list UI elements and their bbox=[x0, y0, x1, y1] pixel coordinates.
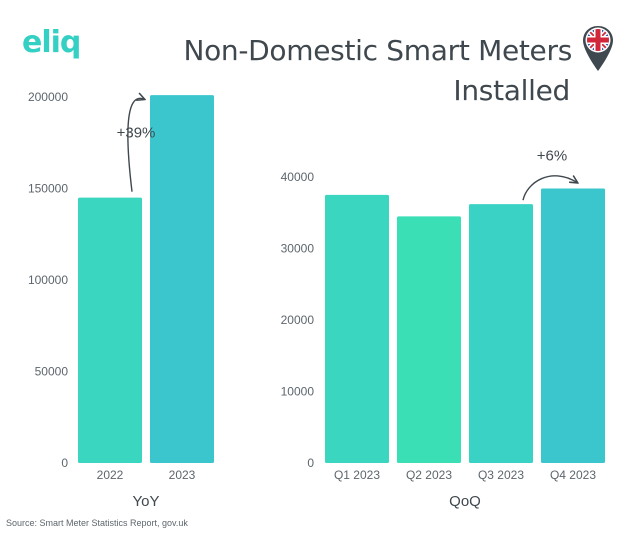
qoq-chart: 0 10000 20000 30000 40000 Q1 2023 Q2 2023 Q3 20… bbox=[281, 147, 605, 510]
qoq-bar-q2-2023 bbox=[397, 216, 461, 463]
qoq-y-tick-label: 20000 bbox=[281, 313, 315, 327]
qoq-growth-label: +6% bbox=[537, 147, 567, 164]
qoq-x-tick-label: Q4 2023 bbox=[550, 468, 596, 482]
qoq-x-tick-label: Q2 2023 bbox=[406, 468, 452, 482]
yoy-y-tick-label: 0 bbox=[61, 456, 68, 470]
qoq-axis-title: QoQ bbox=[449, 493, 481, 510]
qoq-y-tick-label: 10000 bbox=[281, 385, 315, 399]
yoy-growth-arrow bbox=[127, 98, 144, 192]
qoq-bar-q1-2023 bbox=[325, 194, 389, 463]
source-note: Source: Smart Meter Statistics Report, g… bbox=[6, 518, 188, 528]
eliq-logo: eliq bbox=[22, 26, 81, 60]
qoq-y-tick-label: 0 bbox=[307, 456, 314, 470]
qoq-x-tick-label: Q3 2023 bbox=[478, 468, 524, 482]
qoq-y-tick-label: 30000 bbox=[281, 242, 315, 256]
yoy-chart: 0 50000 100000 150000 200000 2022 2023 YoY +39% bbox=[28, 90, 214, 510]
logo-text: eliq bbox=[22, 26, 80, 60]
yoy-y-tick-label: 200000 bbox=[28, 90, 68, 104]
qoq-y-tick-label: 40000 bbox=[281, 170, 315, 184]
yoy-bar-2023 bbox=[150, 95, 214, 464]
yoy-bar-2022 bbox=[78, 197, 142, 463]
yoy-y-tick-label: 50000 bbox=[35, 365, 69, 379]
uk-flag-pin-icon bbox=[583, 26, 613, 71]
chart-title-line-2: Installed bbox=[453, 74, 570, 107]
qoq-x-tick-label: Q1 2023 bbox=[334, 468, 380, 482]
chart-title-line-1: Non-Domestic Smart Meters bbox=[183, 34, 572, 67]
qoq-growth-arrow bbox=[522, 176, 577, 201]
yoy-y-tick-label: 100000 bbox=[28, 273, 68, 287]
qoq-bar-q4-2023 bbox=[541, 188, 605, 463]
yoy-growth-label: +39% bbox=[117, 125, 156, 142]
yoy-x-tick-label: 2022 bbox=[97, 468, 124, 482]
yoy-x-tick-label: 2023 bbox=[169, 468, 196, 482]
yoy-axis-title: YoY bbox=[133, 493, 160, 510]
yoy-y-tick-label: 150000 bbox=[28, 182, 68, 196]
qoq-bar-q3-2023 bbox=[469, 204, 533, 464]
